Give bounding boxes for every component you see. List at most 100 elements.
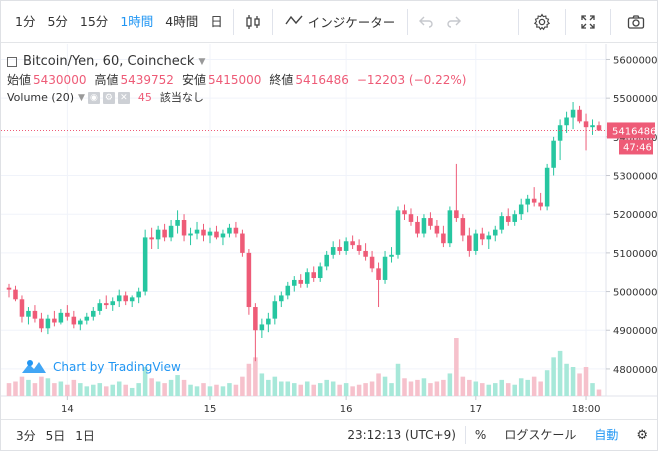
candle-body: [590, 125, 595, 128]
volume-bar: [428, 383, 433, 396]
change-value: −12203 (−0.22%): [356, 73, 467, 87]
candle-body: [214, 231, 219, 238]
candle-body: [285, 285, 291, 296]
candlestick-icon[interactable]: [238, 1, 268, 43]
close-icon[interactable]: ✕: [117, 92, 130, 104]
candle-body: [246, 252, 252, 308]
volume-bar: [116, 381, 122, 396]
candle-body: [233, 227, 239, 234]
timeframe-0[interactable]: 1分: [15, 13, 36, 29]
toolbar-right: [514, 1, 657, 43]
volume-value: 45: [137, 91, 152, 104]
candle-body: [129, 297, 135, 302]
log-scale-toggle[interactable]: ログスケール: [504, 427, 577, 442]
candle-body: [304, 272, 310, 284]
volume-bar: [6, 383, 12, 396]
percent-toggle[interactable]: %: [474, 427, 487, 442]
candle-body: [58, 312, 64, 323]
chevron-down-icon[interactable]: ▼: [78, 93, 85, 103]
auto-scale-toggle[interactable]: 自動: [594, 427, 619, 442]
undo-icon[interactable]: [412, 1, 440, 43]
open-value: 5430000: [33, 73, 87, 87]
settings-icon[interactable]: ⚙: [102, 92, 115, 104]
volume-bar: [129, 387, 135, 396]
candle-body: [227, 227, 232, 234]
timeframe-2[interactable]: 15分: [79, 13, 109, 29]
volume-bar: [142, 367, 148, 396]
chevron-down-icon[interactable]: ▼: [198, 57, 206, 67]
candle-body: [259, 324, 265, 331]
volume-bar: [486, 384, 492, 396]
candle-body: [499, 216, 505, 230]
timeframe-5[interactable]: 日: [210, 13, 223, 29]
candle-body: [149, 237, 154, 240]
volume-bar: [577, 373, 582, 396]
volume-bar: [467, 379, 472, 396]
timeframe-4[interactable]: 4時間: [165, 13, 199, 29]
volume-bar: [285, 381, 291, 396]
price-chart[interactable]: 5600000550000054000005300000520000051000…: [1, 44, 657, 419]
candle-body: [292, 279, 297, 286]
candle-body: [434, 225, 440, 234]
watermark-text: Chart by TradingView: [53, 360, 181, 374]
volume-bar: [324, 379, 329, 396]
candle-body: [71, 316, 77, 325]
eye-icon[interactable]: ◉: [87, 92, 100, 104]
timeframe-1[interactable]: 5分: [47, 13, 68, 29]
volume-bar: [402, 378, 407, 396]
volume-bar: [233, 384, 239, 396]
candle-body: [551, 140, 556, 168]
range-2[interactable]: 1日: [75, 428, 95, 443]
timeframe-3[interactable]: 1時間: [120, 13, 154, 29]
volume-bar: [103, 386, 109, 396]
toolbar-divider: [518, 8, 519, 35]
candle-body: [428, 218, 433, 226]
volume-bar: [279, 381, 284, 396]
indicators-button[interactable]: インジケーター: [277, 1, 404, 43]
volume-bar: [350, 386, 355, 396]
candle-body: [103, 303, 109, 306]
time-tick-label: 15: [204, 404, 217, 415]
range-1[interactable]: 5日: [45, 428, 66, 443]
volume-bar: [97, 383, 103, 396]
symbol-title[interactable]: Bitcoin/Yen, 60, Coincheck: [23, 54, 195, 69]
candle-body: [564, 117, 569, 126]
volume-bar: [26, 379, 31, 396]
high-value: 5439752: [120, 73, 174, 87]
last-price-label: 5416486: [612, 126, 657, 137]
redo-icon[interactable]: [440, 1, 468, 43]
candle-body: [421, 218, 427, 234]
gear-icon[interactable]: [523, 1, 561, 43]
volume-label[interactable]: Volume (20): [7, 91, 74, 104]
candle-body: [91, 310, 96, 317]
volume-bar: [389, 383, 394, 396]
candle-body: [188, 233, 193, 236]
volume-bar: [52, 383, 57, 396]
candle-body: [408, 214, 414, 222]
volume-bar: [421, 378, 427, 396]
volume-bar: [596, 389, 602, 396]
symbol-collapse-icon[interactable]: [7, 57, 17, 67]
camera-icon[interactable]: [615, 1, 657, 43]
bottom-right: 23:12:13 (UTC+9) % ログスケール 自動 ⚙: [338, 420, 657, 451]
gear-icon[interactable]: ⚙: [636, 427, 648, 443]
fullscreen-icon[interactable]: [570, 1, 606, 43]
volume-bar: [564, 363, 569, 396]
volume-bar: [317, 383, 323, 396]
range-0[interactable]: 3分: [16, 428, 36, 443]
candle-body: [279, 295, 284, 302]
tradingview-watermark[interactable]: Chart by TradingView: [21, 359, 181, 375]
volume-bar: [201, 383, 206, 396]
volume-bar: [155, 381, 161, 396]
candle-body: [486, 235, 492, 240]
volume-bar: [298, 384, 304, 396]
symbol-row: Bitcoin/Yen, 60, Coincheck ▼: [7, 53, 466, 71]
chart-legend: Bitcoin/Yen, 60, Coincheck ▼ 始値 5430000 …: [7, 53, 466, 107]
volume-bar: [525, 379, 530, 396]
volume-bar: [240, 376, 245, 396]
candle-body: [454, 210, 459, 219]
candle-body: [78, 320, 83, 325]
volume-bar: [207, 386, 213, 396]
candle-body: [441, 233, 446, 244]
